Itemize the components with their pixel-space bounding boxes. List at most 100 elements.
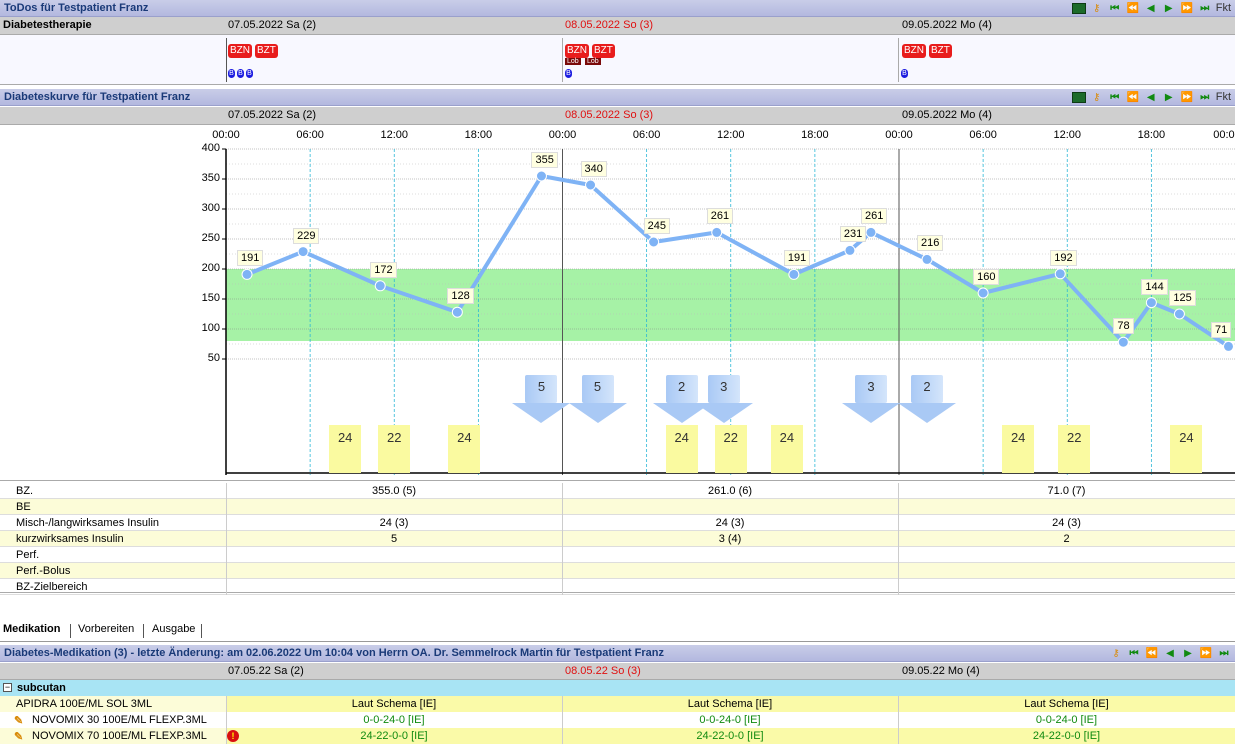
kurve-day-2[interactable]: 08.05.2022 So (3) <box>565 109 654 121</box>
todo-dot[interactable]: B <box>228 69 235 78</box>
last-icon[interactable]: ⏭ <box>1219 647 1229 659</box>
bzn-badge[interactable]: BZN <box>565 44 589 58</box>
todo-dot[interactable]: B <box>901 69 908 78</box>
fkt-button[interactable]: Fkt <box>1215 91 1231 103</box>
kurve-day-3[interactable]: 09.05.2022 Mo (4) <box>902 109 992 121</box>
table-row[interactable]: Misch-/langwirksames Insulin 24 (3) 24 (3)… <box>0 515 1235 531</box>
tab-medikation[interactable]: Medikation <box>3 623 61 635</box>
basal-bar[interactable]: 24 <box>448 425 481 473</box>
table-row[interactable]: Perf.-Bolus <box>0 563 1235 579</box>
medication-row[interactable]: ✎ NOVOMIX 30 100E/ML FLEXP.3ML 0-0-24-0 [I… <box>0 712 1235 728</box>
basal-bar[interactable]: 24 <box>329 425 362 473</box>
todo-dot[interactable]: B <box>246 69 253 78</box>
chart-view-icon[interactable] <box>1071 91 1086 103</box>
dose-cell[interactable]: 24-22-0-0 [IE] <box>696 730 764 742</box>
bzt-badge[interactable]: BZT <box>255 44 278 58</box>
fast-forward-icon[interactable]: ⏩ <box>1180 91 1193 103</box>
basal-bar[interactable]: 24 <box>1170 425 1203 473</box>
basal-bar[interactable]: 22 <box>714 425 747 473</box>
table-row[interactable]: BZ. 355.0 (5) 261.0 (6) 71.0 (7) <box>0 483 1235 499</box>
todos-day-1[interactable]: 07.05.2022 Sa (2) <box>228 19 317 31</box>
tab-ausgabe[interactable]: Ausgabe <box>152 623 196 635</box>
dose-cell[interactable]: 24-22-0-0 [IE] <box>360 730 428 742</box>
data-label[interactable]: 128 <box>447 288 474 305</box>
todos-day-3[interactable]: 09.05.2022 Mo (4) <box>902 19 992 31</box>
bzt-badge[interactable]: BZT <box>592 44 615 58</box>
medication-row[interactable]: APIDRA 100E/ML SOL 3ML Laut Schema [IE] La… <box>0 696 1235 712</box>
dose-cell[interactable]: 0-0-24-0 [IE] <box>699 714 761 726</box>
data-label[interactable]: 191 <box>237 250 264 267</box>
todo-dot[interactable]: B <box>237 69 244 78</box>
dose-cell[interactable]: Laut Schema [IE] <box>687 698 773 710</box>
data-label[interactable]: 261 <box>706 208 734 225</box>
warning-icon[interactable]: ! <box>227 730 239 742</box>
fast-back-icon[interactable]: ⏪ <box>1126 91 1139 103</box>
last-icon[interactable]: ⏭ <box>1200 91 1210 103</box>
basal-bar[interactable]: 24 <box>1002 425 1035 473</box>
basal-bar[interactable]: 24 <box>770 425 803 473</box>
key-icon[interactable]: ⚷ <box>1093 2 1101 14</box>
bolus-arrow[interactable]: 3 <box>841 375 900 425</box>
data-label[interactable]: 216 <box>917 235 944 252</box>
data-label[interactable]: 71 <box>1211 322 1232 339</box>
dose-cell[interactable]: 24-22-0-0 [IE] <box>1032 730 1101 742</box>
first-icon[interactable]: ⏮ <box>1110 2 1120 14</box>
data-label[interactable]: 172 <box>370 261 397 278</box>
last-icon[interactable]: ⏭ <box>1200 2 1210 14</box>
data-label[interactable]: 355 <box>531 152 558 168</box>
prev-icon[interactable]: ◀ <box>1166 647 1174 659</box>
medication-row[interactable]: ✎ NOVOMIX 70 100E/ML FLEXP.3ML! 24-22-0-0 … <box>0 728 1235 744</box>
key-icon[interactable]: ⚷ <box>1093 91 1101 103</box>
data-label[interactable]: 231 <box>839 226 867 243</box>
prev-icon[interactable]: ◀ <box>1146 91 1155 103</box>
data-label[interactable]: 229 <box>293 227 320 244</box>
todo-dot[interactable]: B <box>565 69 572 78</box>
med-day-3[interactable]: 09.05.22 Mo (4) <box>902 665 980 677</box>
med-day-2[interactable]: 08.05.22 So (3) <box>565 665 641 677</box>
table-row[interactable]: BZ-Zielbereich <box>0 579 1235 595</box>
bzn-badge[interactable]: BZN <box>902 44 926 58</box>
tab-vorbereiten[interactable]: Vorbereiten <box>78 623 135 635</box>
kurve-day-1[interactable]: 07.05.2022 Sa (2) <box>228 109 317 121</box>
bzn-badge[interactable]: BZN <box>228 44 252 58</box>
basal-bar[interactable]: 22 <box>378 425 411 473</box>
fast-forward-icon[interactable]: ⏩ <box>1199 647 1213 659</box>
med-day-1[interactable]: 07.05.22 Sa (2) <box>228 665 304 677</box>
fast-back-icon[interactable]: ⏪ <box>1145 647 1159 659</box>
key-icon[interactable]: ⚷ <box>1112 647 1120 659</box>
fast-back-icon[interactable]: ⏪ <box>1126 2 1139 14</box>
group-row[interactable]: − subcutan <box>0 680 1235 696</box>
data-label[interactable]: 340 <box>580 161 607 177</box>
basal-bar[interactable]: 24 <box>665 425 698 473</box>
data-label[interactable]: 78 <box>1113 318 1134 335</box>
data-label[interactable]: 125 <box>1169 290 1196 306</box>
dose-cell[interactable]: Laut Schema [IE] <box>351 698 437 710</box>
bolus-arrow[interactable]: 2 <box>898 375 957 425</box>
data-label[interactable]: 191 <box>783 250 811 267</box>
basal-bar[interactable]: 22 <box>1058 425 1091 473</box>
data-label[interactable]: 245 <box>643 218 670 234</box>
todos-day-2[interactable]: 08.05.2022 So (3) <box>565 19 654 31</box>
dose-cell[interactable]: 0-0-24-0 [IE] <box>363 714 425 726</box>
table-row[interactable]: BE <box>0 499 1235 515</box>
data-label[interactable]: 261 <box>860 208 888 225</box>
bolus-arrow[interactable]: 5 <box>512 375 571 425</box>
chart-view-icon[interactable] <box>1071 2 1086 14</box>
next-icon[interactable]: ▶ <box>1164 2 1173 14</box>
next-icon[interactable]: ▶ <box>1164 91 1173 103</box>
prev-icon[interactable]: ◀ <box>1146 2 1155 14</box>
data-label[interactable]: 192 <box>1050 249 1077 266</box>
fkt-button[interactable]: Fkt <box>1215 2 1231 14</box>
data-label[interactable]: 144 <box>1141 278 1168 295</box>
bzt-badge[interactable]: BZT <box>929 44 952 58</box>
bolus-arrow[interactable]: 5 <box>568 375 627 425</box>
dose-cell[interactable]: Laut Schema [IE] <box>1024 698 1109 710</box>
first-icon[interactable]: ⏮ <box>1110 91 1120 103</box>
table-row[interactable]: kurzwirksames Insulin 5 3 (4) 2 <box>0 531 1235 547</box>
next-icon[interactable]: ▶ <box>1184 647 1192 659</box>
table-row[interactable]: Perf. <box>0 547 1235 563</box>
dose-cell[interactable]: 0-0-24-0 [IE] <box>1035 714 1098 726</box>
data-label[interactable]: 160 <box>973 269 1000 285</box>
bolus-arrow[interactable]: 3 <box>694 375 753 425</box>
fast-forward-icon[interactable]: ⏩ <box>1180 2 1193 14</box>
